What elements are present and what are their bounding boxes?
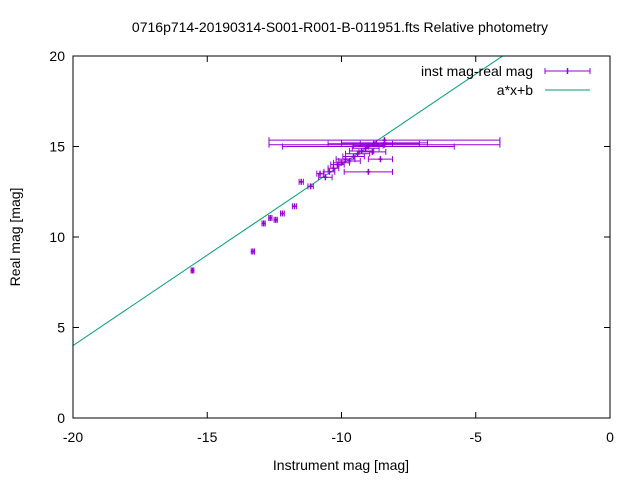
data-point [268,141,501,148]
data-point [367,156,394,163]
chart-title: 0716p714-20190314-S001-R001-B-011951.fts… [132,19,548,35]
data-point [307,183,314,190]
plot-frame [72,55,611,419]
legend-label: a*x+b [497,82,533,98]
legend: inst mag-real mag a*x+b [421,63,591,98]
data-point [268,214,273,221]
x-tick-label: -5 [470,429,483,445]
data-point [323,168,336,175]
data-point [343,168,394,175]
data-point [273,216,278,223]
data-point [327,140,420,147]
data-point [342,153,365,160]
data-point [291,203,298,210]
data-point [316,170,324,177]
data-point [190,267,195,274]
y-tick-label: 0 [57,410,65,426]
data-point [349,148,375,155]
x-axis-label: Instrument mag [mag] [273,457,409,473]
y-tick-label: 20 [49,48,65,64]
data-point [327,165,340,172]
data-point [358,148,387,155]
fit-line [73,56,504,347]
data-point [250,248,256,255]
x-tick-label: -15 [197,429,217,445]
data-point [318,174,333,181]
y-tick-label: 5 [57,320,65,336]
y-axis-label: Real mag [mag] [7,188,23,287]
x-tick-label: 0 [606,429,614,445]
data-point [261,220,266,227]
data-point [338,157,361,164]
data-point [280,210,285,217]
legend-label: inst mag-real mag [421,63,533,79]
y-tick-label: 15 [49,139,65,155]
y-tick-label: 10 [49,229,65,245]
x-tick-label: -10 [331,429,351,445]
x-tick-label: -20 [63,429,83,445]
data-point [298,178,304,185]
